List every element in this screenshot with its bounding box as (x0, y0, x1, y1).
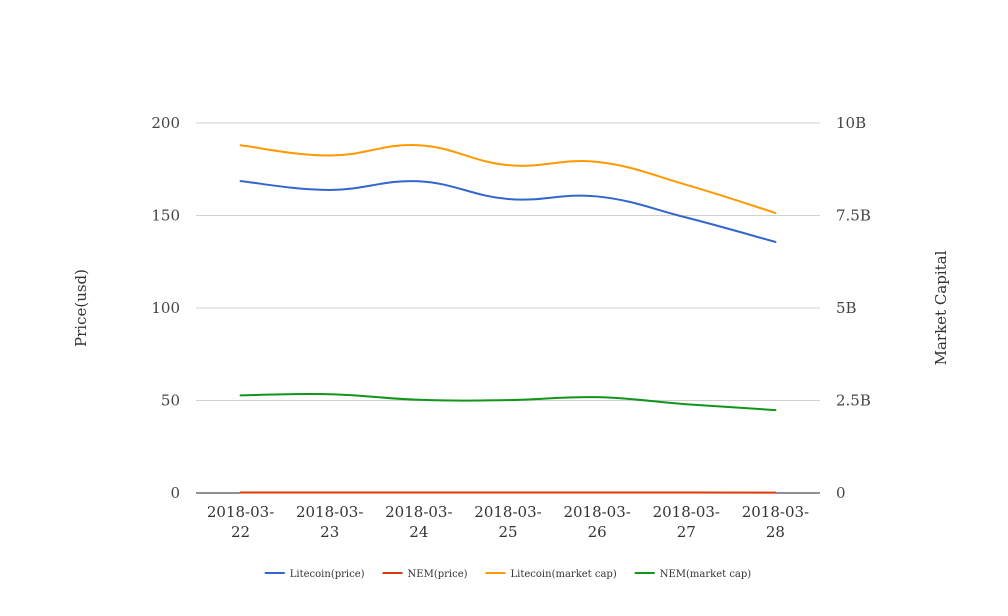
left-y-tick-label: 100 (151, 299, 180, 317)
x-tick-label-line: 2018-03- (207, 503, 274, 521)
left-axis-title: Price(usd) (72, 269, 90, 347)
series-line-nem-market-cap (239, 392, 777, 412)
right-y-tick-label: 2.5B (836, 392, 871, 410)
legend-item-litecoin-market-cap: Litecoin(market cap) (485, 569, 617, 580)
right-axis: 0 2.5B 5B 7.5B 10B (836, 114, 871, 502)
x-axis: 2018-03- 22 2018-03- 23 2018-03- 24 2018-03- 25… (207, 503, 809, 541)
x-tick-label: 2018-03- 26 (563, 503, 630, 541)
x-tick-label-line: 2018-03- (385, 503, 452, 521)
left-y-tick-label: 0 (170, 484, 180, 502)
x-tick-label-line: 2018-03- (296, 503, 363, 521)
right-y-tick-label: 10B (836, 114, 866, 132)
left-axis: 0 50 100 150 200 (151, 114, 180, 502)
legend-item-litecoin-price: Litecoin(price) (264, 569, 365, 580)
x-tick-label: 2018-03- 28 (742, 503, 809, 541)
legend: Litecoin(price) NEM(price) Litecoin(market… (264, 569, 752, 580)
x-tick-label-line: 24 (409, 523, 428, 541)
legend-label: NEM(price) (408, 569, 468, 580)
x-tick-label-line: 2018-03- (474, 503, 541, 521)
x-tick-label-line: 23 (320, 523, 339, 541)
left-y-tick-label: 150 (151, 207, 180, 225)
x-tick-label-line: 22 (231, 523, 250, 541)
x-tick-label: 2018-03- 22 (207, 503, 274, 541)
x-tick-label-line: 27 (677, 523, 696, 541)
right-y-tick-label: 0 (836, 484, 846, 502)
legend-label: Litecoin(market cap) (511, 569, 617, 580)
gridlines (196, 122, 820, 494)
right-y-tick-label: 7.5B (836, 207, 871, 225)
x-tick-label: 2018-03- 25 (474, 503, 541, 541)
x-tick-label-line: 28 (766, 523, 785, 541)
right-axis-title: Market Capital (932, 250, 950, 365)
series-line-litecoin-price (239, 180, 777, 243)
x-tick-label-line: 2018-03- (742, 503, 809, 521)
series-lines (239, 144, 777, 494)
left-y-tick-label: 200 (151, 114, 180, 132)
left-y-tick-label: 50 (161, 392, 180, 410)
legend-label: Litecoin(price) (290, 569, 365, 580)
x-tick-label: 2018-03- 24 (385, 503, 452, 541)
right-y-tick-label: 5B (836, 299, 857, 317)
x-tick-label-line: 2018-03- (653, 503, 720, 521)
series-line-litecoin-market-cap (239, 144, 777, 214)
x-tick-label: 2018-03- 23 (296, 503, 363, 541)
legend-item-nem-price: NEM(price) (382, 569, 468, 580)
legend-label: NEM(market cap) (660, 569, 752, 580)
x-tick-label: 2018-03- 27 (653, 503, 720, 541)
x-tick-label-line: 25 (498, 523, 517, 541)
legend-item-nem-market-cap: NEM(market cap) (634, 569, 752, 580)
x-tick-label-line: 2018-03- (563, 503, 630, 521)
x-tick-label-line: 26 (588, 523, 607, 541)
